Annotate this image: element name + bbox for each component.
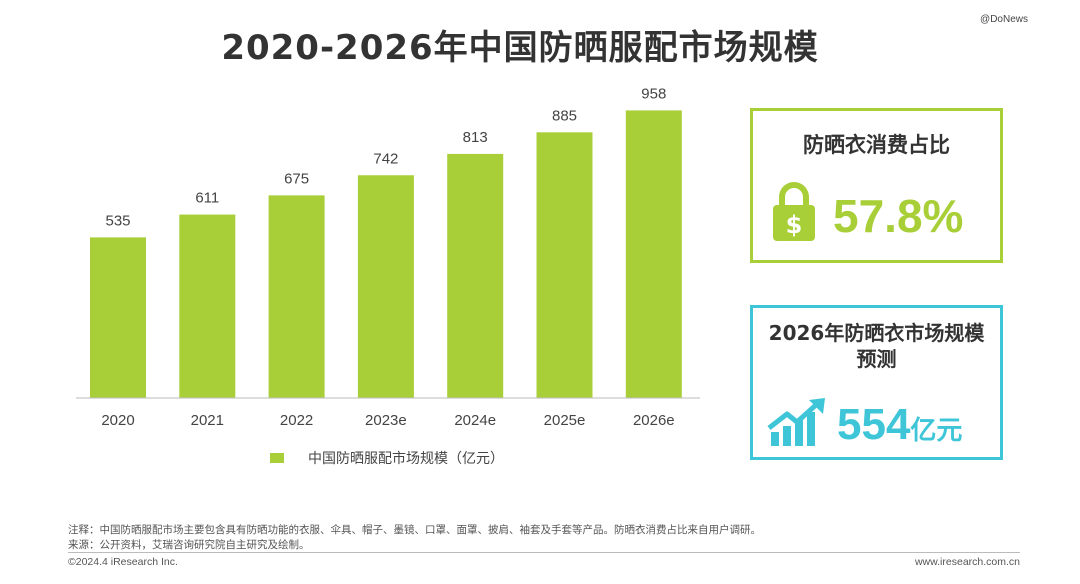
website-url: www.iresearch.com.cn — [914, 556, 1020, 568]
footer-divider — [68, 552, 1020, 553]
value-label-2022: 675 — [284, 170, 309, 187]
bar-2024e — [447, 153, 504, 398]
market-forecast-card: 2026年防晒衣市场规模 预测 554亿元 — [750, 305, 1003, 460]
padlock-dollar-icon: $ — [771, 181, 817, 247]
value-label-2023e: 742 — [373, 150, 398, 167]
bar-2023e — [357, 175, 414, 398]
bar-2022 — [268, 195, 325, 398]
tick-label-2023e: 2023e — [365, 412, 407, 429]
tick-label-2020: 2020 — [101, 412, 134, 429]
value-label-2026e: 958 — [641, 85, 666, 102]
consumption-share-title: 防晒衣消费占比 — [803, 133, 950, 157]
value-label-2021: 611 — [195, 190, 219, 207]
legend-label: 中国防晒服配市场规模（亿元） — [308, 451, 504, 467]
watermark: @DoNews — [980, 14, 1028, 25]
bar-2026e — [625, 110, 682, 399]
tick-label-2026e: 2026e — [633, 412, 675, 429]
tick-label-2025e: 2025e — [544, 412, 586, 429]
tick-label-2022: 2022 — [280, 412, 313, 429]
market-forecast-title-line1: 2026年防晒衣市场规模 — [768, 321, 985, 345]
value-label-2020: 535 — [105, 212, 130, 229]
bar-2020 — [90, 237, 146, 398]
page-title: 2020-2026年中国防晒服配市场规模 — [221, 28, 819, 68]
bar-2021 — [179, 214, 236, 398]
value-label-2024e: 813 — [463, 129, 488, 146]
bars-group — [90, 110, 682, 399]
growth-chart-arrow-icon — [767, 396, 829, 452]
svg-text:$: $ — [786, 211, 803, 239]
bar-2025e — [536, 132, 593, 398]
consumption-share-card: 防晒衣消费占比 $ 57.8% — [750, 108, 1003, 263]
footnote-note: 注释：中国防晒服配市场主要包含具有防晒功能的衣服、伞具、帽子、墨镜、口罩、面罩、… — [68, 524, 761, 536]
market-forecast-number: 554 — [837, 400, 911, 449]
legend-swatch — [270, 453, 284, 463]
value-label-2025e: 885 — [552, 107, 577, 124]
consumption-share-value: 57.8% — [833, 190, 964, 242]
market-forecast-title-line2: 预测 — [856, 347, 897, 371]
footnote-source: 来源：公开资料，艾瑞咨询研究院自主研究及绘制。 — [68, 539, 310, 551]
bar-chart: 535 2020 611 2021 675 2022 742 2023e 813 2024e 885… — [76, 85, 700, 429]
copyright: ©2024.4 iResearch Inc. — [68, 556, 178, 568]
market-forecast-title: 2026年防晒衣市场规模 预测 — [753, 320, 1000, 372]
tick-label-2024e: 2024e — [454, 412, 496, 429]
market-forecast-value: 554亿元 — [837, 400, 962, 450]
market-forecast-unit: 亿元 — [910, 416, 963, 446]
tick-label-2021: 2021 — [191, 412, 224, 429]
labels-group: 535 2020 611 2021 675 2022 742 2023e 813 2024e 885… — [101, 85, 674, 429]
